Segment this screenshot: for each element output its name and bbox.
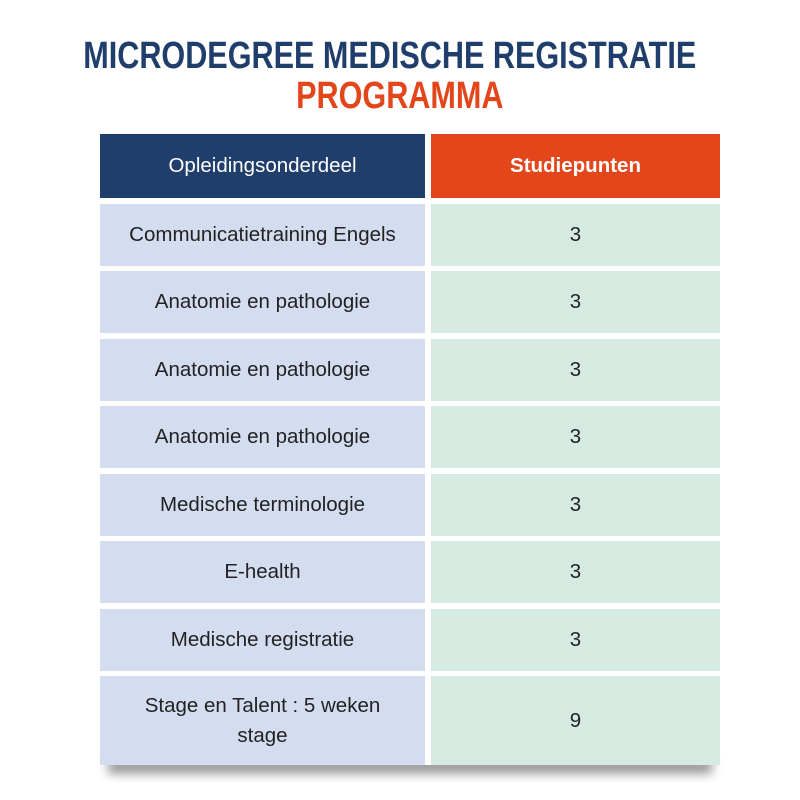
course-name: Medische terminologie (159, 492, 366, 516)
page-subtitle: PROGRAMMA (0, 77, 800, 115)
row-2-credits-cell: 3 (431, 271, 720, 333)
credits-value: 9 (569, 708, 582, 732)
page-title: MICRODEGREE MEDISCHE REGISTRATIE (0, 37, 780, 75)
credits-value: 3 (569, 492, 582, 516)
credits-value: 3 (569, 357, 582, 381)
header-course: Opleidingsonderdeel (100, 134, 425, 198)
credits-value: 3 (569, 222, 582, 246)
course-name: Medische registratie (170, 627, 355, 651)
row-1-credits-cell: 3 (431, 203, 720, 266)
header-credits-label: Studiepunten (510, 154, 641, 177)
credits-value: 3 (569, 627, 582, 651)
course-name: Stage en Talent : 5 weken stage (144, 693, 381, 747)
credits-value: 3 (569, 560, 582, 583)
row-3-course-cell: Anatomie en pathologie (100, 338, 425, 401)
course-name: Anatomie en pathologie (154, 290, 371, 313)
header-course-label: Opleidingsonderdeel (168, 154, 357, 177)
row-8-credits-cell: 9 (431, 676, 720, 765)
row-1-course-cell: Communicatietraining Engels (100, 203, 425, 266)
row-8-course-cell: Stage en Talent : 5 weken stage (100, 676, 425, 765)
row-4-credits-cell: 3 (431, 406, 720, 468)
row-2-course-cell: Anatomie en pathologie (100, 271, 425, 333)
row-6-credits-cell: 3 (431, 541, 720, 603)
row-5-credits-cell: 3 (431, 473, 720, 536)
credits-value: 3 (569, 425, 582, 448)
row-7-credits-cell: 3 (431, 608, 720, 671)
header-credits: Studiepunten (431, 134, 720, 198)
course-name: Communicatietraining Engels (129, 222, 396, 246)
row-6-course-cell: E-health (100, 541, 425, 603)
course-name: Anatomie en pathologie (154, 425, 371, 448)
title-line-1: MICRODEGREE MEDISCHE REGISTRATIE (83, 35, 697, 77)
title-line-2: PROGRAMMA (296, 75, 504, 117)
row-3-credits-cell: 3 (431, 338, 720, 401)
course-name: E-health (224, 560, 301, 583)
row-5-course-cell: Medische terminologie (100, 473, 425, 536)
row-7-course-cell: Medische registratie (100, 608, 425, 671)
program-table: Opleidingsonderdeel Studiepunten Communi… (100, 134, 720, 765)
credits-value: 3 (569, 290, 582, 313)
row-4-course-cell: Anatomie en pathologie (100, 406, 425, 468)
course-name: Anatomie en pathologie (154, 357, 371, 381)
